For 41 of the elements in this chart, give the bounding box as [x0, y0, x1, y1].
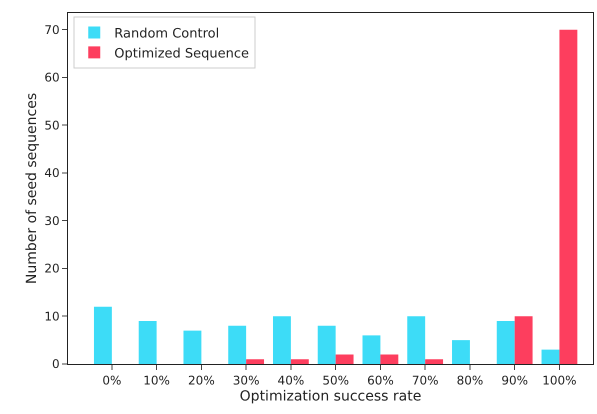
bar: [138, 321, 157, 364]
y-tick-label: 50: [44, 118, 60, 132]
x-tick-label: 100%: [542, 373, 577, 388]
bar: [336, 354, 354, 364]
x-tick-label: 80%: [456, 373, 484, 388]
legend-label: Optimized Sequence: [114, 46, 250, 62]
bar: [246, 359, 264, 364]
bar: [425, 359, 444, 364]
x-tick-label: 30%: [232, 373, 260, 388]
bar: [183, 330, 202, 364]
y-axis-title: Number of seed sequences: [24, 92, 40, 284]
bar: [559, 30, 578, 364]
y-tick-label: 60: [44, 70, 60, 85]
bar: [514, 316, 533, 364]
y-tick-label: 40: [44, 166, 60, 180]
bar: [362, 335, 380, 364]
x-tick-label: 0%: [102, 373, 122, 388]
y-tick-label: 30: [44, 214, 60, 228]
bar: [496, 321, 515, 364]
y-tick-label: 20: [44, 262, 60, 276]
y-tick-label: 70: [44, 22, 60, 37]
y-tick-label: 0: [52, 357, 60, 372]
x-tick-label: 50%: [322, 373, 349, 388]
x-tick-label: 20%: [188, 373, 215, 388]
x-tick-label: 70%: [412, 373, 438, 388]
x-tick-label: 90%: [501, 373, 528, 388]
y-tick-label: 10: [44, 309, 60, 324]
x-tick-label: 40%: [278, 373, 304, 388]
bar: [290, 359, 309, 364]
bar: [452, 340, 470, 364]
bar: [94, 306, 112, 364]
x-axis-title: Optimization success rate: [240, 388, 422, 405]
legend-label: Random Control: [114, 26, 220, 42]
bar: [380, 354, 398, 364]
bar: [407, 316, 426, 364]
bar: [318, 326, 336, 364]
x-tick-label: 10%: [143, 373, 170, 388]
bar: [272, 316, 291, 364]
bar: [228, 326, 246, 364]
bar: [542, 350, 560, 364]
x-tick-label: 60%: [367, 373, 394, 388]
